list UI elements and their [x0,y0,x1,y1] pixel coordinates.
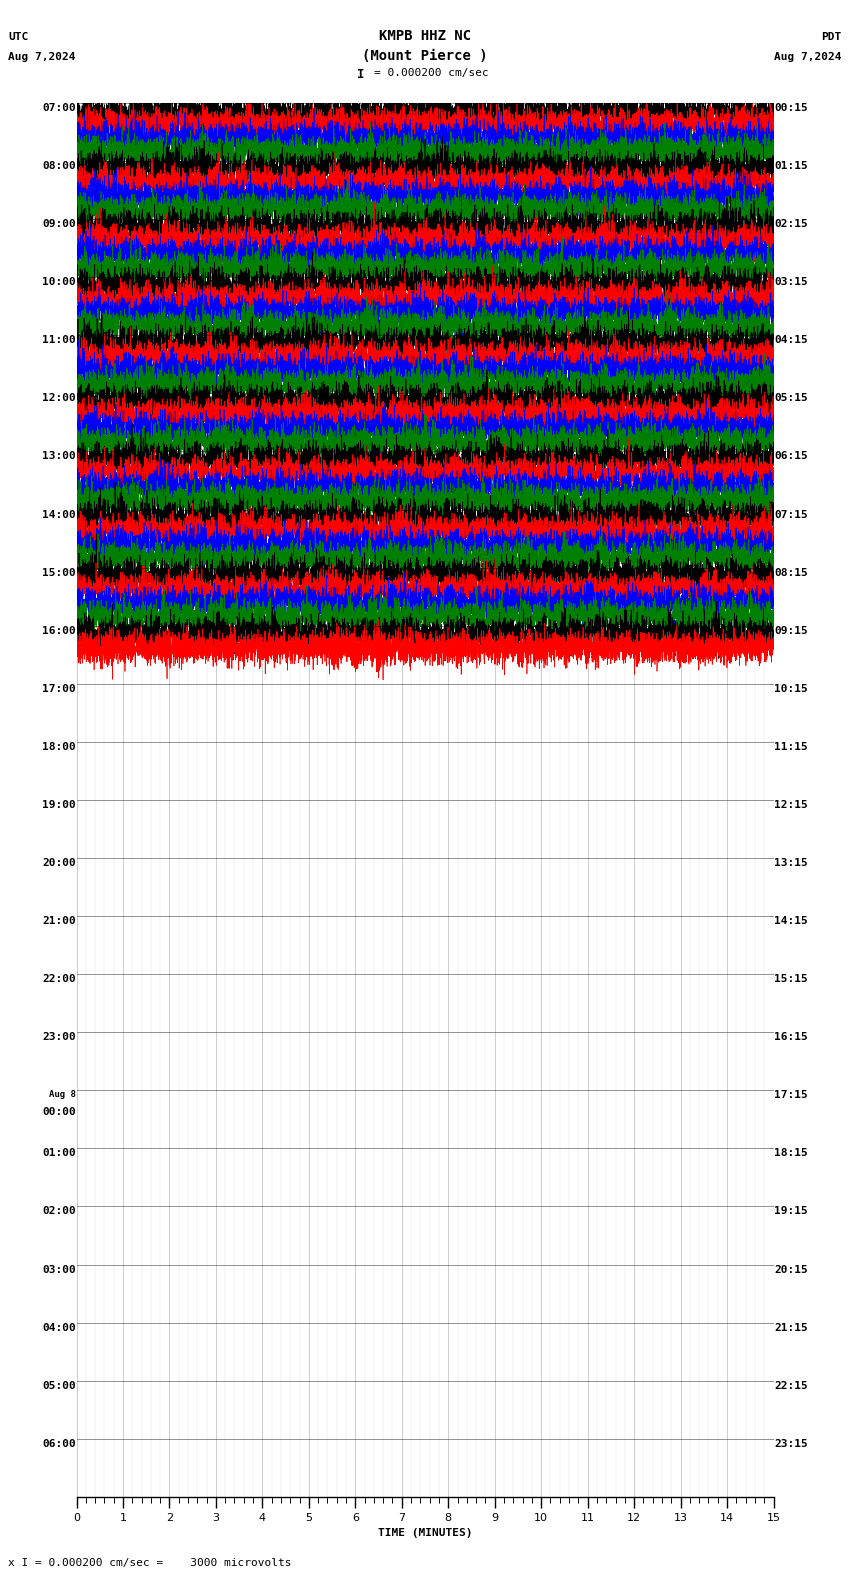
Text: Aug 7,2024: Aug 7,2024 [774,52,842,62]
Text: 00:15: 00:15 [774,103,808,112]
Text: 15:00: 15:00 [42,567,76,578]
Text: (Mount Pierce ): (Mount Pierce ) [362,49,488,63]
Text: KMPB HHZ NC: KMPB HHZ NC [379,29,471,43]
Text: 19:00: 19:00 [42,800,76,809]
Text: 22:15: 22:15 [774,1381,808,1391]
Text: 23:15: 23:15 [774,1438,808,1449]
Text: 21:15: 21:15 [774,1323,808,1332]
Text: 06:15: 06:15 [774,451,808,461]
Text: 01:15: 01:15 [774,162,808,171]
Text: PDT: PDT [821,32,842,41]
Text: 22:00: 22:00 [42,974,76,984]
Text: 07:00: 07:00 [42,103,76,112]
Text: 06:00: 06:00 [42,1438,76,1449]
Text: 20:00: 20:00 [42,859,76,868]
Text: 18:00: 18:00 [42,741,76,752]
Text: 04:00: 04:00 [42,1323,76,1332]
Text: 13:15: 13:15 [774,859,808,868]
Text: 03:00: 03:00 [42,1264,76,1275]
Text: 10:15: 10:15 [774,684,808,694]
Text: 08:15: 08:15 [774,567,808,578]
Text: 02:15: 02:15 [774,219,808,230]
Text: 20:15: 20:15 [774,1264,808,1275]
Text: 16:00: 16:00 [42,626,76,635]
Text: 04:15: 04:15 [774,336,808,345]
Text: 16:15: 16:15 [774,1033,808,1042]
Text: x I = 0.000200 cm/sec =    3000 microvolts: x I = 0.000200 cm/sec = 3000 microvolts [8,1559,292,1568]
Text: 09:15: 09:15 [774,626,808,635]
Text: I: I [358,68,365,81]
Text: = 0.000200 cm/sec: = 0.000200 cm/sec [374,68,489,78]
Text: 14:15: 14:15 [774,916,808,927]
Text: 05:00: 05:00 [42,1381,76,1391]
Text: 00:00: 00:00 [42,1107,76,1117]
Text: 09:00: 09:00 [42,219,76,230]
Text: 19:15: 19:15 [774,1207,808,1217]
Text: 13:00: 13:00 [42,451,76,461]
Text: 15:15: 15:15 [774,974,808,984]
Text: 03:15: 03:15 [774,277,808,287]
Text: 23:00: 23:00 [42,1033,76,1042]
Text: 12:00: 12:00 [42,393,76,404]
Text: 07:15: 07:15 [774,510,808,520]
Text: 14:00: 14:00 [42,510,76,520]
Text: 21:00: 21:00 [42,916,76,927]
Text: 17:15: 17:15 [774,1090,808,1101]
Text: 17:00: 17:00 [42,684,76,694]
Text: 08:00: 08:00 [42,162,76,171]
Text: 11:00: 11:00 [42,336,76,345]
X-axis label: TIME (MINUTES): TIME (MINUTES) [377,1529,473,1538]
Text: Aug 7,2024: Aug 7,2024 [8,52,76,62]
Text: 18:15: 18:15 [774,1148,808,1158]
Text: 10:00: 10:00 [42,277,76,287]
Text: 02:00: 02:00 [42,1207,76,1217]
Text: 12:15: 12:15 [774,800,808,809]
Text: UTC: UTC [8,32,29,41]
Text: 01:00: 01:00 [42,1148,76,1158]
Text: 05:15: 05:15 [774,393,808,404]
Text: 11:15: 11:15 [774,741,808,752]
Text: Aug 8: Aug 8 [49,1090,76,1099]
